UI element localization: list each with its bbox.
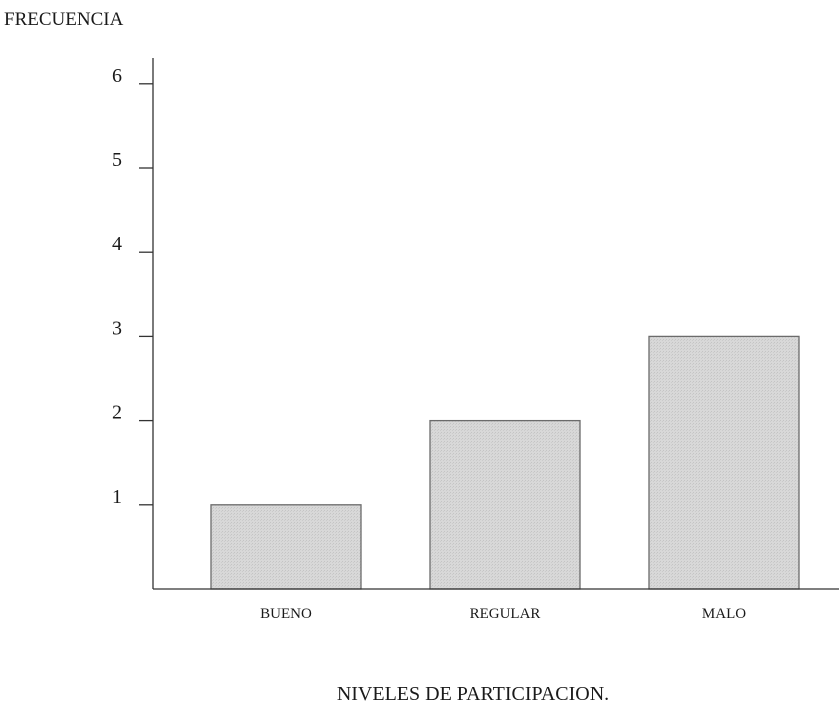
y-tick-label: 5 — [112, 149, 122, 171]
bar — [210, 504, 362, 590]
y-tick-label: 3 — [112, 317, 122, 339]
x-axis: BUENO REGULAR MALO — [153, 588, 839, 622]
bars — [210, 335, 800, 590]
bar — [648, 335, 800, 590]
y-axis-title: FRECUENCIA — [4, 9, 124, 30]
y-tick-label: 4 — [112, 233, 122, 255]
bar — [429, 419, 581, 590]
x-tick-label: REGULAR — [470, 606, 541, 622]
y-tick-label: 6 — [112, 65, 122, 87]
x-axis-title: NIVELES DE PARTICIPACION. — [337, 683, 609, 705]
y-tick-label: 1 — [112, 486, 122, 508]
x-tick-label: MALO — [702, 606, 746, 622]
y-axis: 1 2 3 4 5 6 — [112, 58, 154, 589]
y-tick-label: 2 — [112, 402, 122, 424]
x-tick-label: BUENO — [260, 606, 312, 622]
